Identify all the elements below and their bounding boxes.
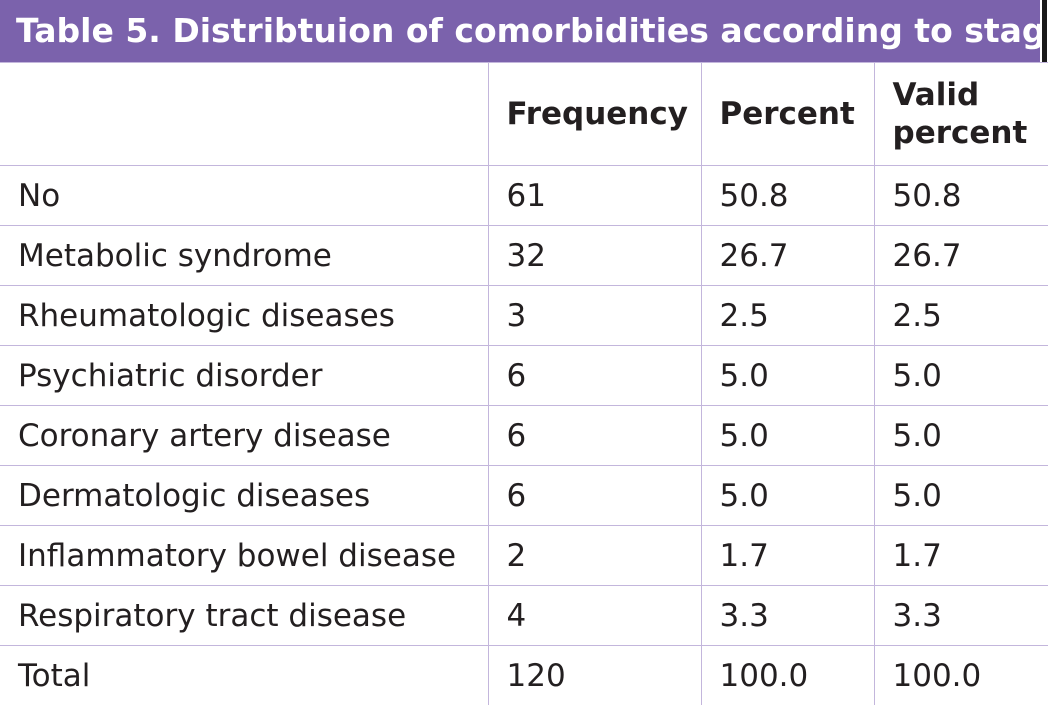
- valid-percent-cell: 5.0: [873, 465, 1048, 526]
- frequency-cell: 3: [487, 285, 702, 346]
- row-label: Inflammatory bowel disease: [0, 525, 489, 586]
- header-cell-percent: Percent: [700, 62, 875, 166]
- page-edge-rule: [1042, 0, 1047, 62]
- valid-percent-cell: 26.7: [873, 225, 1048, 286]
- header-row: Frequency Percent Valid percent: [0, 62, 1048, 166]
- frequency-cell: 6: [487, 465, 702, 526]
- percent-cell: 100.0: [700, 645, 875, 705]
- frequency-cell: 61: [487, 165, 702, 226]
- row-label: Psychiatric disorder: [0, 345, 489, 406]
- row-label: Metabolic syndrome: [0, 225, 489, 286]
- table-title: Table 5. Distribtuion of comorbidities a…: [0, 0, 1040, 62]
- table-row: Inflammatory bowel disease 2 1.7 1.7: [0, 525, 1048, 586]
- percent-cell: 5.0: [700, 405, 875, 466]
- table-row: Psychiatric disorder 6 5.0 5.0: [0, 345, 1048, 406]
- row-label: Dermatologic diseases: [0, 465, 489, 526]
- header-cell-label: [0, 62, 489, 166]
- percent-cell: 50.8: [700, 165, 875, 226]
- valid-percent-cell: 1.7: [873, 525, 1048, 586]
- total-row: Total 120 100.0 100.0: [0, 645, 1048, 705]
- frequency-cell: 6: [487, 345, 702, 406]
- row-label: Coronary artery disease: [0, 405, 489, 466]
- valid-percent-cell: 2.5: [873, 285, 1048, 346]
- row-label: No: [0, 165, 489, 226]
- valid-percent-cell: 5.0: [873, 405, 1048, 466]
- valid-percent-cell: 50.8: [873, 165, 1048, 226]
- frequency-cell: 120: [487, 645, 702, 705]
- header-cell-valid-percent: Valid percent: [873, 62, 1048, 166]
- percent-cell: 26.7: [700, 225, 875, 286]
- frequency-cell: 32: [487, 225, 702, 286]
- valid-percent-cell: 100.0: [873, 645, 1048, 705]
- comorbidity-table: Frequency Percent Valid percent No 61 50…: [0, 62, 1048, 705]
- row-label: Rheumatologic diseases: [0, 285, 489, 346]
- percent-cell: 5.0: [700, 465, 875, 526]
- frequency-cell: 6: [487, 405, 702, 466]
- percent-cell: 2.5: [700, 285, 875, 346]
- table-row: Dermatologic diseases 6 5.0 5.0: [0, 465, 1048, 526]
- frequency-cell: 2: [487, 525, 702, 586]
- frequency-cell: 4: [487, 585, 702, 646]
- row-label: Total: [0, 645, 489, 705]
- table-row: Metabolic syndrome 32 26.7 26.7: [0, 225, 1048, 286]
- table-row: Respiratory tract disease 4 3.3 3.3: [0, 585, 1048, 646]
- table-row: No 61 50.8 50.8: [0, 165, 1048, 226]
- percent-cell: 5.0: [700, 345, 875, 406]
- valid-percent-cell: 3.3: [873, 585, 1048, 646]
- table-row: Coronary artery disease 6 5.0 5.0: [0, 405, 1048, 466]
- row-label: Respiratory tract disease: [0, 585, 489, 646]
- percent-cell: 1.7: [700, 525, 875, 586]
- percent-cell: 3.3: [700, 585, 875, 646]
- valid-percent-cell: 5.0: [873, 345, 1048, 406]
- table-row: Rheumatologic diseases 3 2.5 2.5: [0, 285, 1048, 346]
- header-cell-frequency: Frequency: [487, 62, 702, 166]
